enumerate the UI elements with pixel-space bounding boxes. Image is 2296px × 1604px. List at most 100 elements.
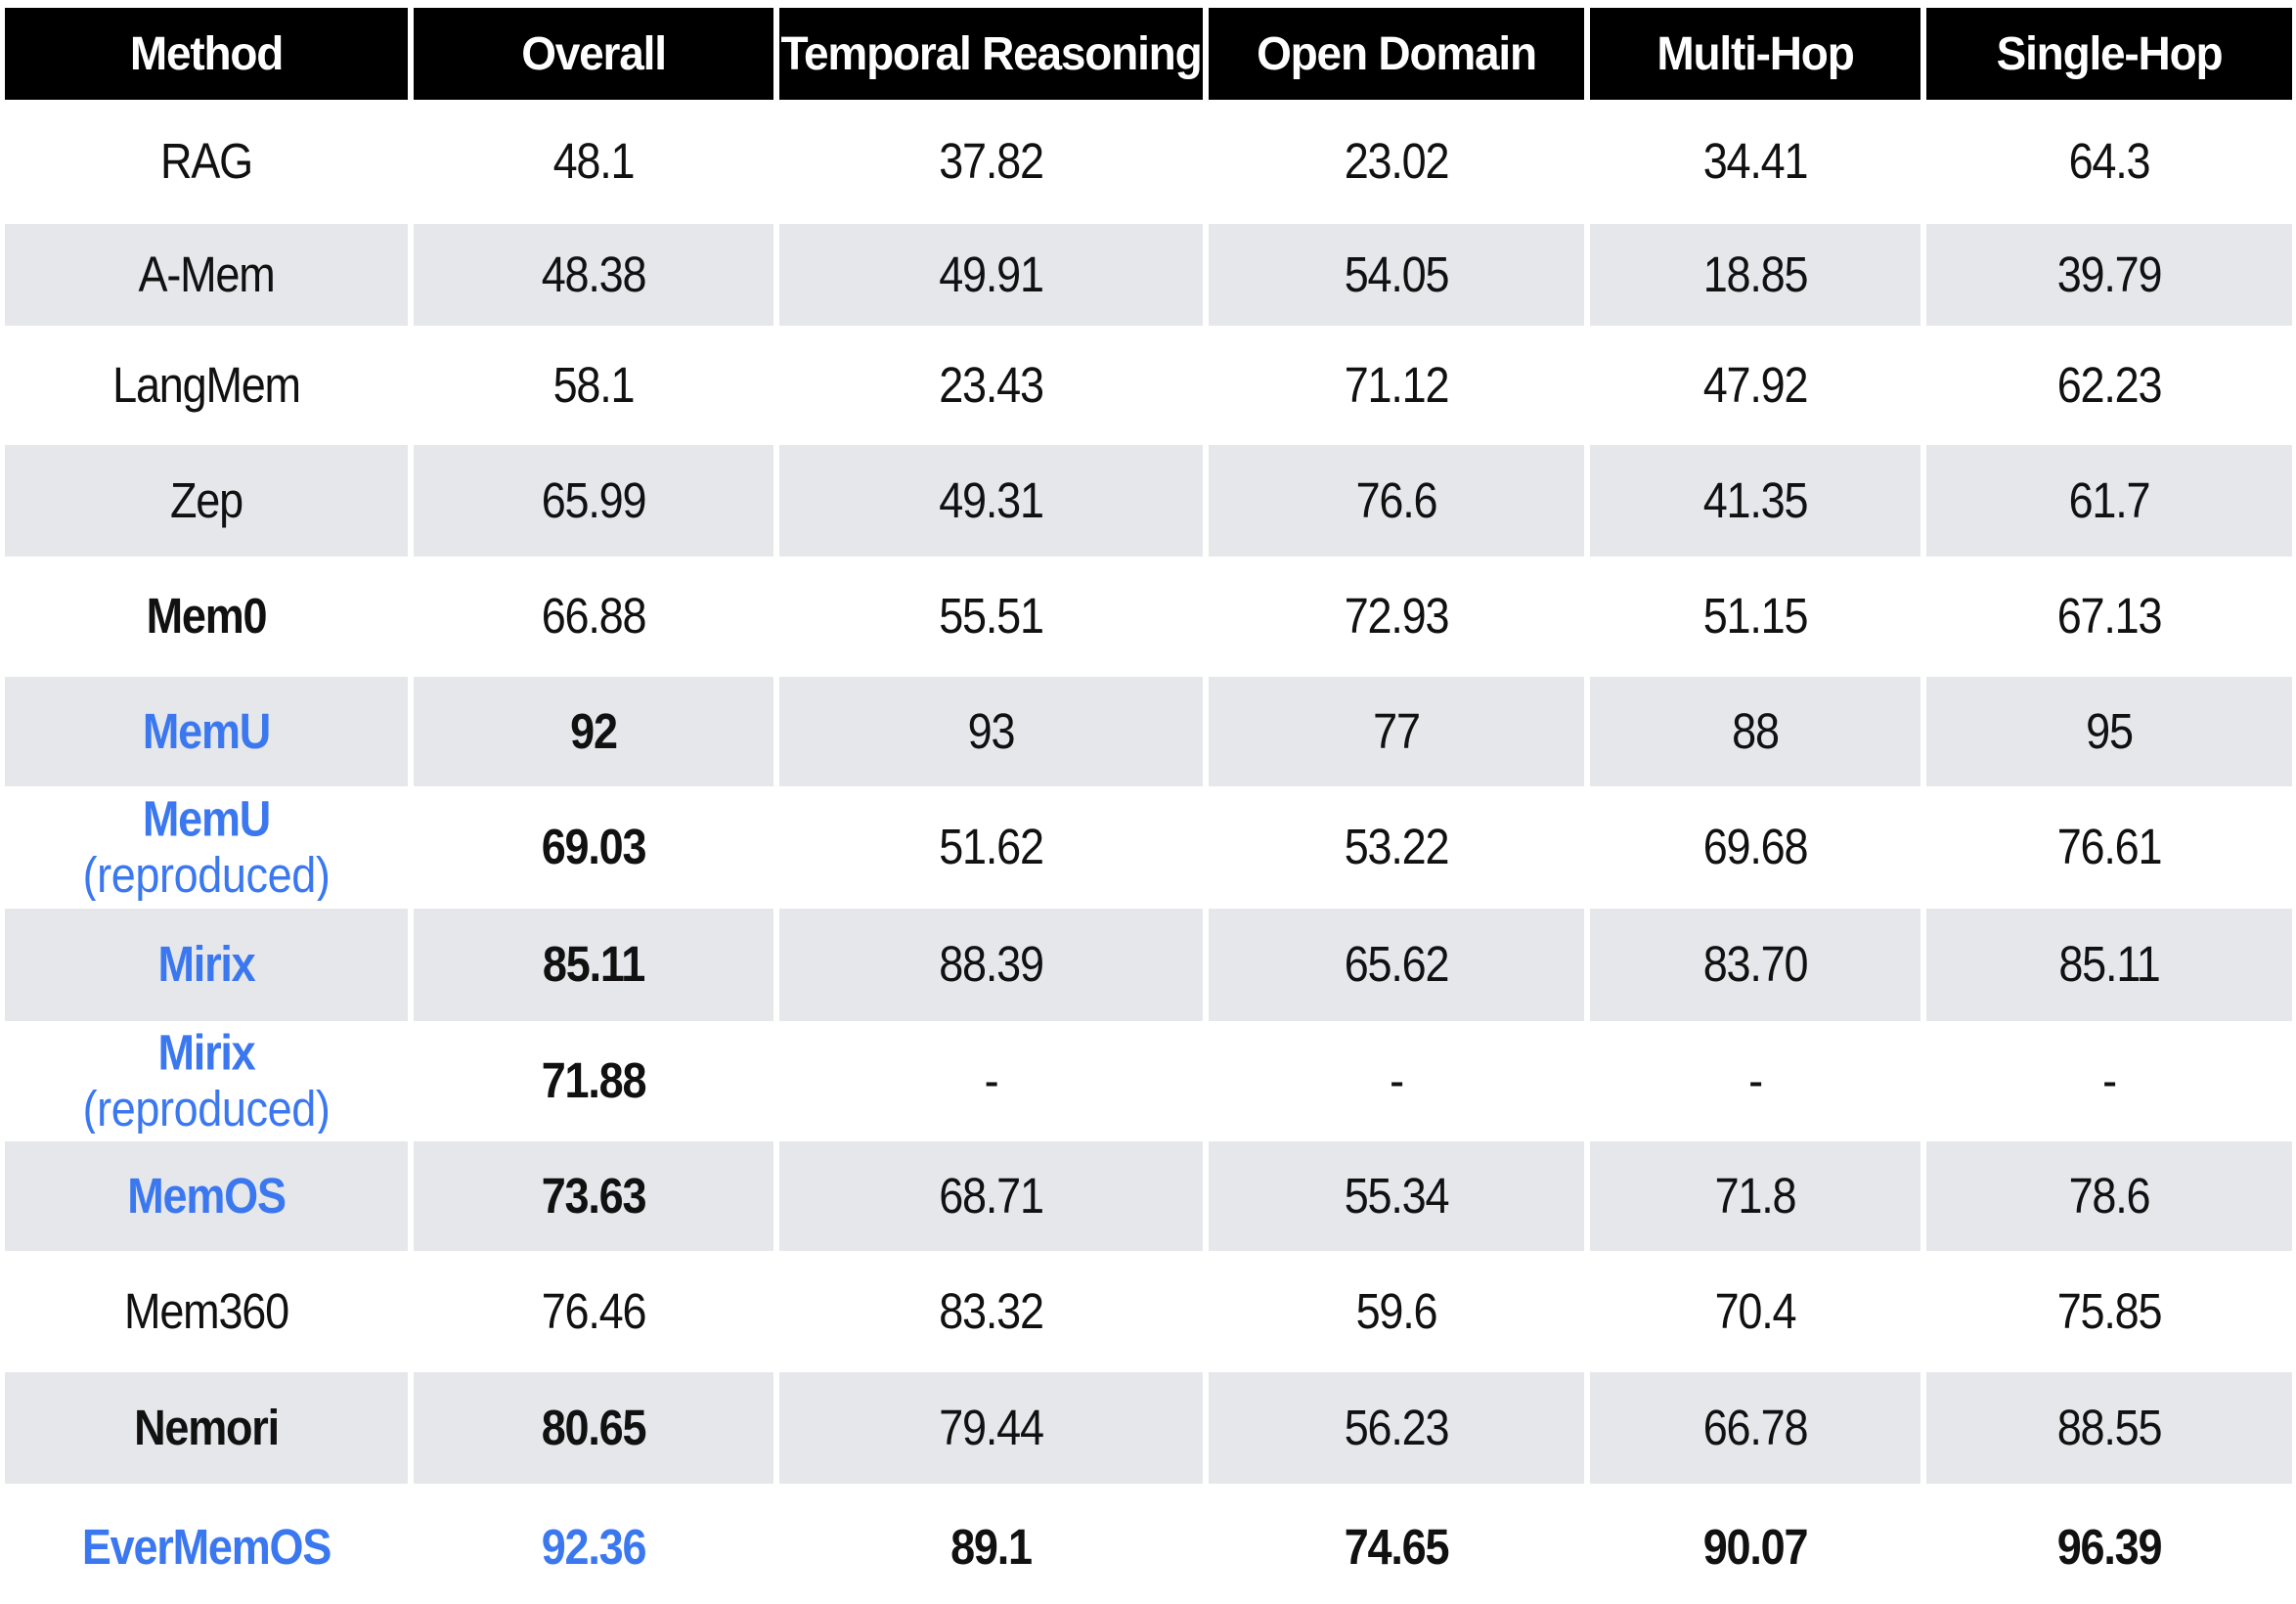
value-text: 61.7 xyxy=(2068,471,2151,528)
value-text: 88 xyxy=(1732,702,1780,759)
value-cell-rag-multi-hop: 34.41 xyxy=(1587,104,1923,220)
value-cell-memu-single-hop: 95 xyxy=(1923,673,2295,790)
value-text: 64.3 xyxy=(2068,132,2151,190)
method-label: EverMemOS xyxy=(81,1518,332,1576)
value-text: 67.13 xyxy=(2056,587,2163,645)
value-text: 70.4 xyxy=(1714,1282,1797,1339)
value-cell-mirix-reproduced-single-hop: - xyxy=(1923,1025,2295,1137)
value-cell-memos-temporal-reasoning: 68.71 xyxy=(776,1137,1206,1255)
value-text: 80.65 xyxy=(541,1399,647,1455)
value-cell-mem360-multi-hop: 70.4 xyxy=(1587,1255,1923,1368)
value-text: 66.78 xyxy=(1702,1399,1809,1455)
value-cell-rag-temporal-reasoning: 37.82 xyxy=(776,104,1206,220)
value-text: 55.51 xyxy=(939,587,1044,645)
method-cell-zep: Zep xyxy=(2,441,411,560)
value-cell-a-mem-single-hop: 39.79 xyxy=(1923,220,2295,330)
value-cell-mirix-temporal-reasoning: 88.39 xyxy=(776,905,1206,1025)
value-text: 37.82 xyxy=(939,132,1044,190)
value-cell-nemori-temporal-reasoning: 79.44 xyxy=(776,1368,1206,1488)
value-text: - xyxy=(1748,1051,1763,1109)
value-cell-mirix-reproduced-temporal-reasoning: - xyxy=(776,1025,1206,1137)
value-text: 89.1 xyxy=(950,1518,1033,1576)
method-cell-content: MemU (reproduced) xyxy=(82,790,331,903)
value-cell-mirix-overall: 85.11 xyxy=(411,905,776,1025)
value-text: 49.31 xyxy=(939,471,1044,528)
value-cell-mem0-single-hop: 67.13 xyxy=(1923,560,2295,673)
value-cell-mem0-overall: 66.88 xyxy=(411,560,776,673)
value-cell-memu-open-domain: 77 xyxy=(1206,673,1587,790)
method-cell-mirix-reproduced: Mirix (reproduced) xyxy=(2,1025,411,1137)
value-cell-evermemos-open-domain: 74.65 xyxy=(1206,1488,1587,1604)
value-cell-mem0-multi-hop: 51.15 xyxy=(1587,560,1923,673)
method-cell-content: Nemori xyxy=(134,1399,280,1455)
value-cell-nemori-open-domain: 56.23 xyxy=(1206,1368,1587,1488)
value-text: 65.62 xyxy=(1344,935,1450,993)
method-label: Mem0 xyxy=(146,587,268,645)
value-text: 34.41 xyxy=(1702,132,1809,190)
value-cell-evermemos-overall: 92.36 xyxy=(411,1488,776,1604)
value-text: 76.46 xyxy=(541,1282,647,1339)
method-sublabel: (reproduced) xyxy=(82,846,331,903)
value-cell-memu-overall: 92 xyxy=(411,673,776,790)
method-label: Mem360 xyxy=(124,1282,289,1339)
method-cell-content: A-Mem xyxy=(139,245,276,302)
value-text: 18.85 xyxy=(1702,245,1809,302)
method-cell-content: LangMem xyxy=(112,356,301,413)
value-text: 72.93 xyxy=(1344,587,1450,645)
value-text: 68.71 xyxy=(939,1167,1044,1224)
value-text: 66.88 xyxy=(541,587,647,645)
value-cell-memu-reproduced-multi-hop: 69.68 xyxy=(1587,790,1923,905)
value-cell-nemori-multi-hop: 66.78 xyxy=(1587,1368,1923,1488)
column-header-label: Temporal Reasoning xyxy=(780,25,1203,80)
value-cell-memu-temporal-reasoning: 93 xyxy=(776,673,1206,790)
method-cell-content: Mem0 xyxy=(146,587,268,645)
value-cell-memos-multi-hop: 71.8 xyxy=(1587,1137,1923,1255)
value-cell-mirix-reproduced-multi-hop: - xyxy=(1587,1025,1923,1137)
value-text: 71.8 xyxy=(1714,1167,1797,1224)
value-cell-evermemos-multi-hop: 90.07 xyxy=(1587,1488,1923,1604)
value-cell-memu-reproduced-temporal-reasoning: 51.62 xyxy=(776,790,1206,905)
value-cell-langmem-multi-hop: 47.92 xyxy=(1587,330,1923,441)
method-cell-content: MemU xyxy=(142,702,271,759)
column-header-label: Multi-Hop xyxy=(1656,25,1854,80)
value-cell-zep-open-domain: 76.6 xyxy=(1206,441,1587,560)
value-text: - xyxy=(2102,1051,2117,1109)
value-cell-rag-single-hop: 64.3 xyxy=(1923,104,2295,220)
value-text: 54.05 xyxy=(1344,245,1450,302)
method-cell-mem360: Mem360 xyxy=(2,1255,411,1368)
method-label: MemU xyxy=(142,790,271,847)
value-text: 73.63 xyxy=(541,1167,647,1224)
column-header-open-domain: Open Domain xyxy=(1206,4,1587,104)
value-cell-evermemos-single-hop: 96.39 xyxy=(1923,1488,2295,1604)
method-cell-memu: MemU xyxy=(2,673,411,790)
value-cell-nemori-single-hop: 88.55 xyxy=(1923,1368,2295,1488)
value-text: 58.1 xyxy=(552,356,636,413)
value-text: 74.65 xyxy=(1344,1518,1450,1576)
value-text: 92 xyxy=(570,702,618,759)
method-label: Zep xyxy=(170,471,243,528)
method-cell-mem0: Mem0 xyxy=(2,560,411,673)
method-cell-content: RAG xyxy=(160,133,253,190)
value-cell-nemori-overall: 80.65 xyxy=(411,1368,776,1488)
value-text: 62.23 xyxy=(2056,356,2163,413)
method-label: Mirix xyxy=(157,1025,255,1081)
column-header-overall: Overall xyxy=(411,4,776,104)
method-sublabel: (reproduced) xyxy=(82,1080,331,1136)
value-cell-memos-open-domain: 55.34 xyxy=(1206,1137,1587,1255)
method-cell-langmem: LangMem xyxy=(2,330,411,441)
method-cell-mirix: Mirix xyxy=(2,905,411,1025)
method-label: MemU xyxy=(142,702,271,759)
value-text: 48.1 xyxy=(552,132,636,190)
value-cell-mem0-temporal-reasoning: 55.51 xyxy=(776,560,1206,673)
value-cell-zep-single-hop: 61.7 xyxy=(1923,441,2295,560)
value-text: 56.23 xyxy=(1344,1399,1450,1455)
value-cell-a-mem-multi-hop: 18.85 xyxy=(1587,220,1923,330)
value-text: 88.39 xyxy=(939,935,1044,993)
method-cell-content: Mem360 xyxy=(124,1282,289,1339)
value-cell-memu-reproduced-single-hop: 76.61 xyxy=(1923,790,2295,905)
value-cell-langmem-open-domain: 71.12 xyxy=(1206,330,1587,441)
value-cell-mem360-single-hop: 75.85 xyxy=(1923,1255,2295,1368)
method-label: LangMem xyxy=(112,356,301,413)
value-cell-mirix-multi-hop: 83.70 xyxy=(1587,905,1923,1025)
value-cell-langmem-overall: 58.1 xyxy=(411,330,776,441)
